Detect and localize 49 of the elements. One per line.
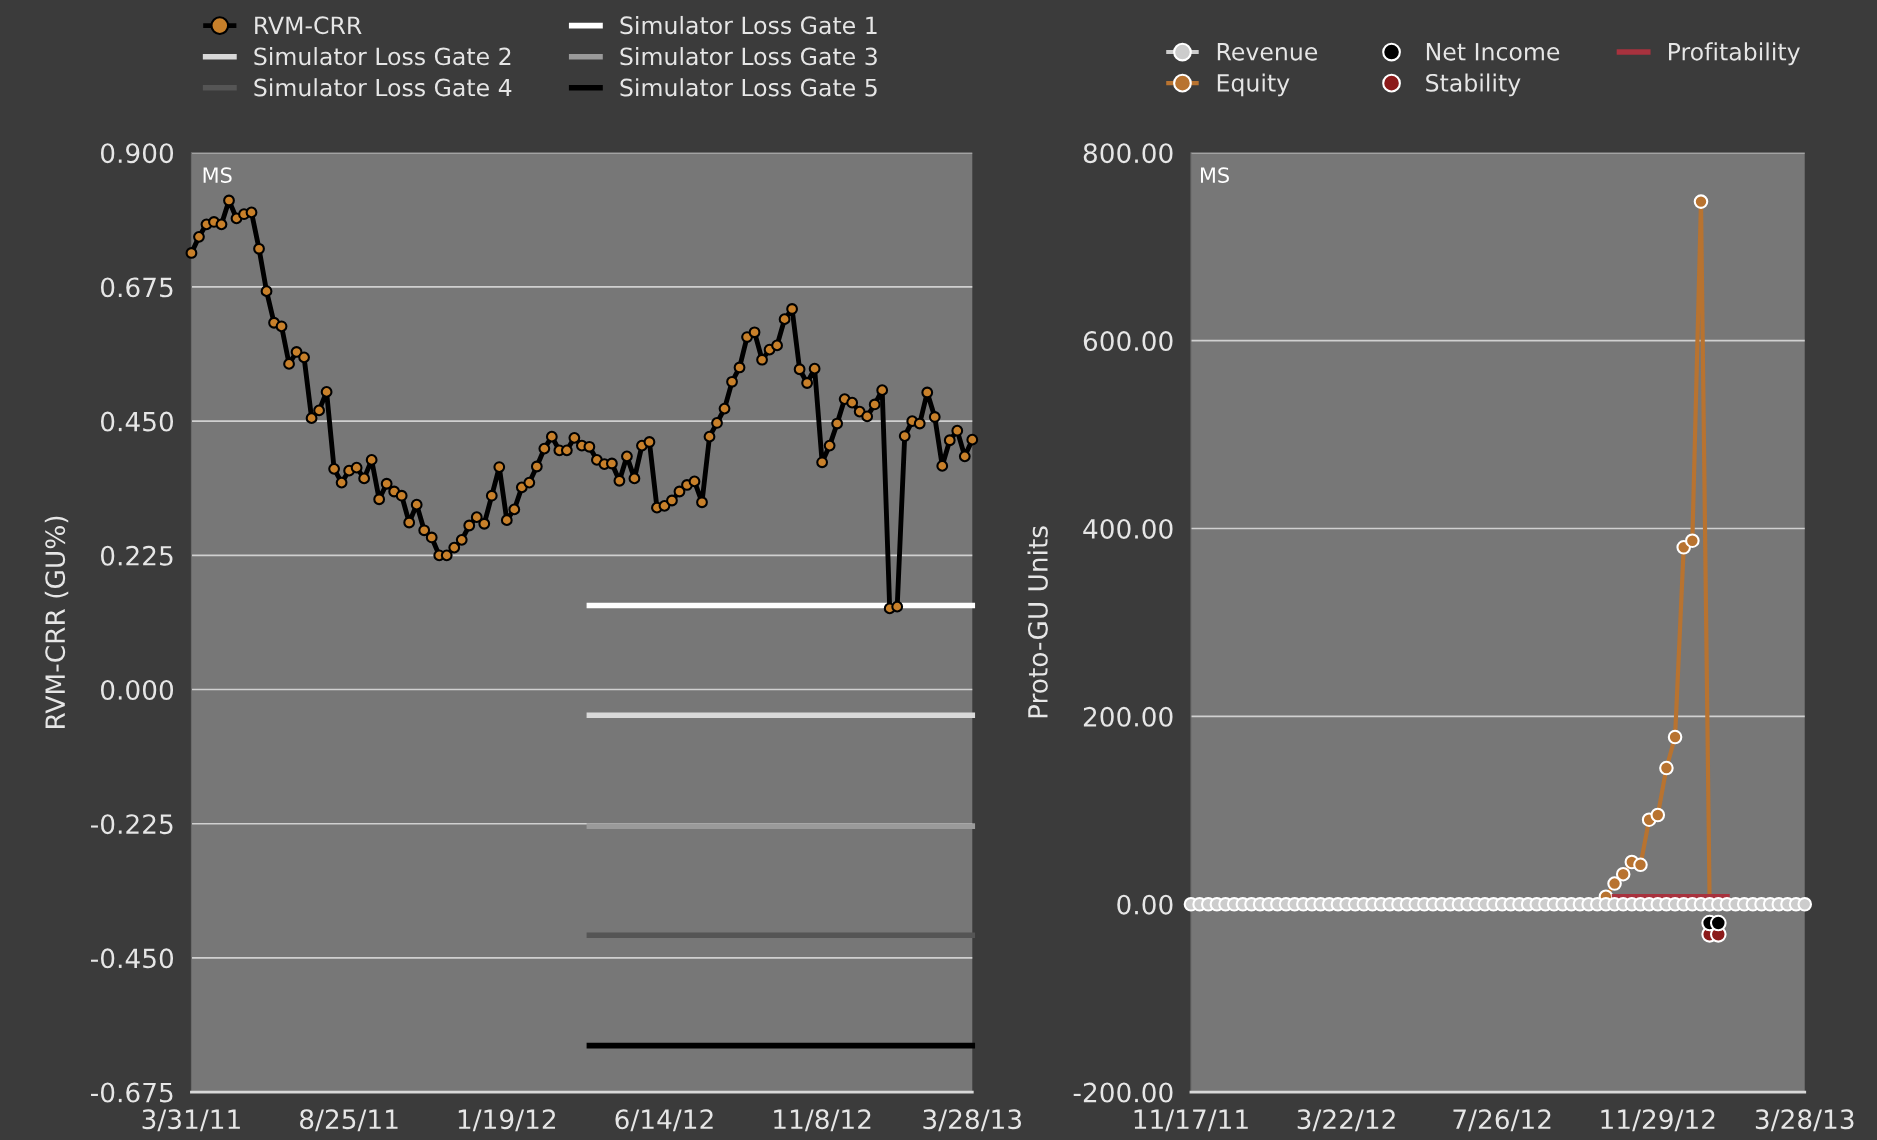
x-tick-label: 8/25/11 xyxy=(300,1109,398,1132)
y-tick-label: 0.450 xyxy=(100,411,174,432)
point xyxy=(1693,194,1709,209)
y-tick-label: 800.00 xyxy=(1083,143,1173,164)
y-tick-label: 0.225 xyxy=(100,545,173,566)
y-tick-label: -200.00 xyxy=(1073,1082,1173,1103)
legend-label: Net Income xyxy=(1426,43,1560,61)
x-tick-label: 3/28/13 xyxy=(923,1109,1022,1132)
point xyxy=(1633,857,1648,873)
point xyxy=(1659,760,1674,776)
y-tick-label: 0.00 xyxy=(1117,894,1173,915)
point xyxy=(1615,866,1631,882)
y-tick-label: 0.000 xyxy=(100,679,174,700)
legend-label: Simulator Loss Gate 2 xyxy=(254,47,511,66)
point xyxy=(1667,729,1683,745)
x-tick-label: 11/17/11 xyxy=(1134,1109,1248,1132)
legend-label: Stability xyxy=(1426,73,1521,97)
x-tick-label: 1/19/12 xyxy=(458,1109,556,1132)
y-tick-label: 600.00 xyxy=(1083,331,1173,352)
point xyxy=(1709,914,1727,932)
y-tick-label: 400.00 xyxy=(1083,518,1173,539)
y-tick-label: -0.450 xyxy=(91,948,174,969)
point xyxy=(1607,876,1622,891)
legend-label: Equity xyxy=(1217,73,1290,97)
x-tick-label: 3/22/12 xyxy=(1297,1109,1395,1132)
y-tick-label: 0.900 xyxy=(100,143,174,164)
x-tick-label: 3/31/11 xyxy=(142,1109,240,1132)
y-tick-label: -0.225 xyxy=(91,814,173,835)
x-tick-label: 7/26/12 xyxy=(1453,1109,1551,1132)
legend-label: Simulator Loss Gate 5 xyxy=(620,78,877,97)
legend-label: Simulator Loss Gate 1 xyxy=(620,15,877,35)
y-axis-title: RVM-CRR (GU%) xyxy=(44,516,69,728)
y-tick-label: 0.675 xyxy=(100,277,173,298)
x-tick-label: 11/8/12 xyxy=(774,1109,871,1132)
y-axis-title: Proto-GU Units xyxy=(1027,526,1048,718)
legend-label: Simulator Loss Gate 4 xyxy=(254,78,512,97)
annotation: MS xyxy=(203,167,232,183)
x-tick-label: 3/28/13 xyxy=(1755,1109,1854,1132)
legend-label: Simulator Loss Gate 3 xyxy=(620,47,877,66)
y-tick-label: 200.00 xyxy=(1083,706,1173,727)
x-tick-label: 6/14/12 xyxy=(615,1109,713,1132)
x-tick-label: 11/29/12 xyxy=(1601,1109,1715,1132)
legend-label: Profitability xyxy=(1669,42,1800,66)
legend-label: RVM-CRR xyxy=(255,16,362,35)
y-tick-label: -0.675 xyxy=(91,1082,173,1103)
point xyxy=(1685,533,1700,549)
point xyxy=(1650,807,1666,823)
annotation: MS xyxy=(1200,167,1229,183)
legend-label: Revenue xyxy=(1217,43,1318,61)
